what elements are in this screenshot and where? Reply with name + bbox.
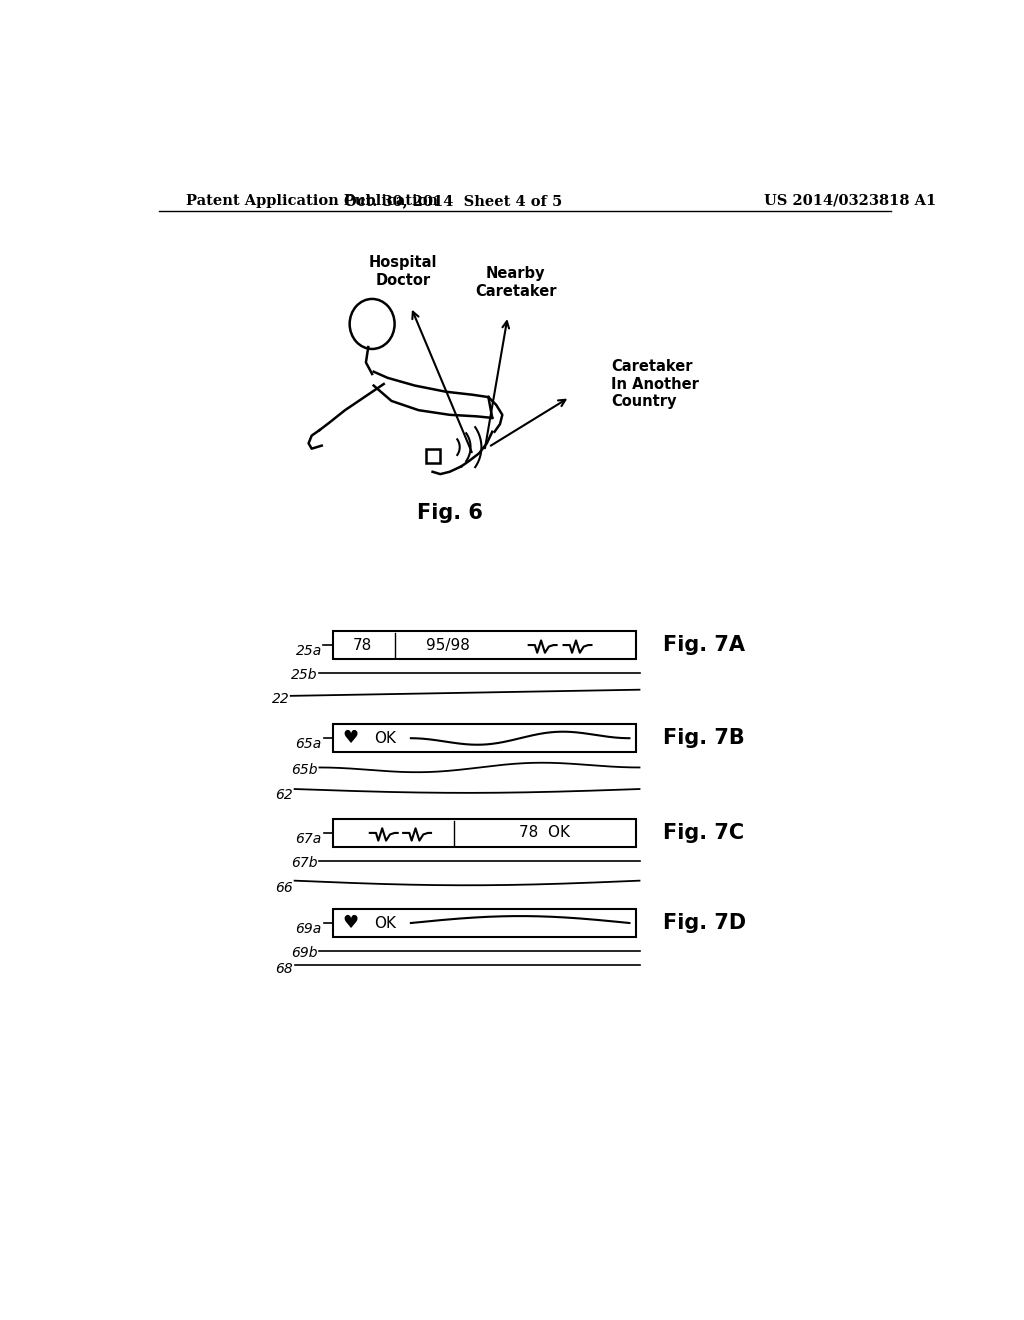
Text: 78  OK: 78 OK <box>519 825 569 841</box>
Text: Fig. 7C: Fig. 7C <box>663 822 743 843</box>
Text: US 2014/0323818 A1: US 2014/0323818 A1 <box>764 194 936 207</box>
Text: Fig. 6: Fig. 6 <box>417 503 482 523</box>
Text: ♥: ♥ <box>342 729 358 747</box>
Text: Caretaker
In Another
Country: Caretaker In Another Country <box>611 359 698 409</box>
Text: 25b: 25b <box>292 668 317 682</box>
Text: 62: 62 <box>275 788 293 803</box>
Text: Nearby
Caretaker: Nearby Caretaker <box>475 267 556 298</box>
Text: Fig. 7B: Fig. 7B <box>663 729 744 748</box>
Text: 65b: 65b <box>292 763 317 776</box>
Bar <box>334 725 636 752</box>
Text: 69b: 69b <box>292 946 317 960</box>
Text: OK: OK <box>374 731 395 746</box>
Text: 65a: 65a <box>296 738 322 751</box>
Bar <box>334 631 636 659</box>
Text: 67a: 67a <box>296 832 322 846</box>
Text: Patent Application Publication: Patent Application Publication <box>186 194 438 207</box>
Bar <box>334 909 636 937</box>
Text: ♥: ♥ <box>342 913 358 932</box>
Text: Oct. 30, 2014  Sheet 4 of 5: Oct. 30, 2014 Sheet 4 of 5 <box>344 194 562 207</box>
Text: 25a: 25a <box>296 644 322 659</box>
Text: 22: 22 <box>271 692 289 706</box>
Text: OK: OK <box>374 916 395 931</box>
Text: 68: 68 <box>275 962 293 977</box>
Text: Fig. 7A: Fig. 7A <box>663 635 744 655</box>
Text: Hospital
Doctor: Hospital Doctor <box>369 255 437 288</box>
Text: Fig. 7D: Fig. 7D <box>663 913 745 933</box>
Bar <box>334 818 636 847</box>
Text: 78: 78 <box>353 638 373 652</box>
Text: 67b: 67b <box>292 855 317 870</box>
Text: 69a: 69a <box>296 923 322 936</box>
Text: 66: 66 <box>275 880 293 895</box>
Text: 95/98: 95/98 <box>426 638 470 652</box>
